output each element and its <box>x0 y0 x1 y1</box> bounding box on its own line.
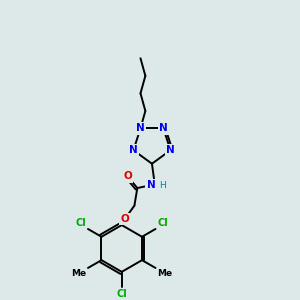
Text: Me: Me <box>71 269 86 278</box>
Text: Cl: Cl <box>157 218 168 228</box>
Text: H: H <box>159 181 166 190</box>
Text: O: O <box>123 171 132 182</box>
Text: N: N <box>147 180 155 190</box>
Text: N: N <box>166 145 175 155</box>
Text: O: O <box>120 214 129 224</box>
Text: Me: Me <box>157 269 172 278</box>
Text: N: N <box>159 123 168 134</box>
Text: Cl: Cl <box>116 290 127 299</box>
Text: N: N <box>129 145 138 155</box>
Text: Cl: Cl <box>76 218 86 228</box>
Text: N: N <box>136 123 145 134</box>
